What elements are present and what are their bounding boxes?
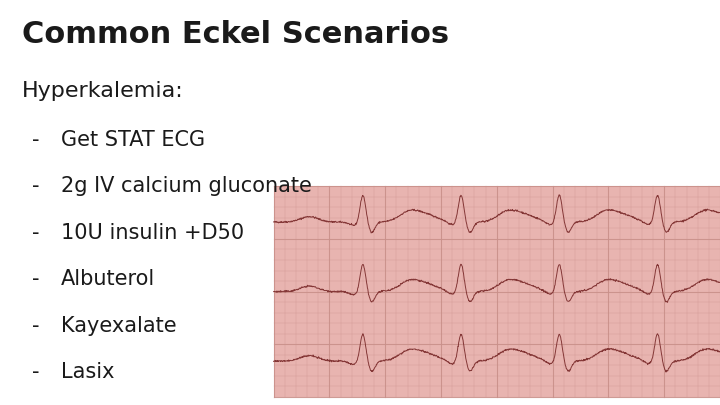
Text: Get STAT ECG: Get STAT ECG — [61, 130, 205, 149]
Text: Kayexalate: Kayexalate — [61, 316, 177, 336]
Text: -: - — [32, 176, 40, 196]
FancyBboxPatch shape — [274, 186, 720, 397]
Text: -: - — [32, 316, 40, 336]
Text: 2g IV calcium gluconate: 2g IV calcium gluconate — [61, 176, 312, 196]
Text: -: - — [32, 269, 40, 289]
Text: 10U insulin +D50: 10U insulin +D50 — [61, 223, 244, 243]
Text: -: - — [32, 362, 40, 382]
Text: -: - — [32, 130, 40, 149]
Text: Common Eckel Scenarios: Common Eckel Scenarios — [22, 20, 449, 49]
Text: Hyperkalemia:: Hyperkalemia: — [22, 81, 184, 101]
Text: Lasix: Lasix — [61, 362, 114, 382]
Text: Albuterol: Albuterol — [61, 269, 156, 289]
Text: -: - — [32, 223, 40, 243]
